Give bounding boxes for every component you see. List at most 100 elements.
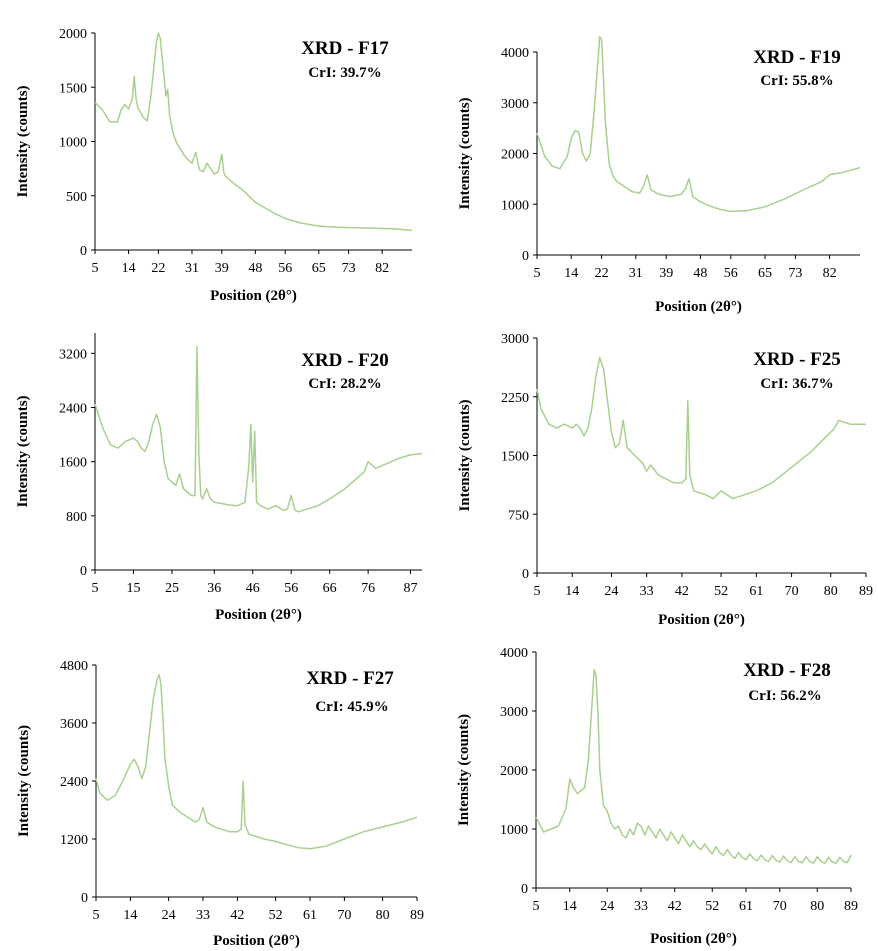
- x-tick-label: 61: [749, 584, 763, 599]
- x-tick-label: 42: [675, 584, 689, 599]
- x-tick-label: 42: [668, 899, 682, 914]
- y-axis-label: Intensity (counts): [456, 714, 472, 826]
- y-axis-label: Intensity (counts): [16, 725, 32, 837]
- x-tick-label: 5: [533, 899, 540, 914]
- x-tick-label: 87: [403, 581, 417, 596]
- chart-title: XRD - F17: [301, 38, 389, 59]
- chart-subtitle: CrI: 55.8%: [760, 73, 833, 89]
- y-tick-label: 500: [66, 190, 87, 205]
- xrd-series-line: [94, 32, 413, 232]
- xrd-series-line: [535, 668, 852, 864]
- y-tick-label: 2400: [60, 775, 88, 790]
- x-tick-label: 31: [629, 266, 643, 281]
- xrd-series-line: [536, 356, 866, 500]
- x-tick-label: 33: [196, 908, 210, 923]
- y-tick-label: 3000: [501, 97, 529, 112]
- chart-title: XRD - F28: [743, 660, 831, 681]
- x-tick-label: 76: [361, 581, 375, 596]
- y-tick-label: 1000: [501, 198, 529, 213]
- x-tick-label: 73: [788, 266, 802, 281]
- x-tick-label: 82: [375, 261, 389, 276]
- x-tick-label: 25: [165, 581, 179, 596]
- chart-panel: 0 1000 2000 3000 4000 5 14 22 31 39 48 56 65 73 82 XRD …: [457, 36, 861, 315]
- chart-title: XRD - F27: [306, 668, 394, 689]
- x-axis-label: Position (2θ°): [213, 933, 300, 949]
- chart-title: XRD - F20: [301, 350, 389, 371]
- x-tick-label: 14: [563, 899, 577, 914]
- x-tick-label: 5: [534, 584, 541, 599]
- x-tick-label: 89: [859, 584, 873, 599]
- x-tick-label: 66: [323, 581, 337, 596]
- chart-title: XRD - F25: [753, 349, 841, 370]
- x-tick-label: 61: [303, 908, 317, 923]
- x-axis-label: Position (2θ°): [210, 288, 297, 304]
- chart-subtitle: CrI: 56.2%: [748, 688, 821, 704]
- x-tick-label: 14: [122, 261, 136, 276]
- y-tick-label: 1000: [59, 136, 87, 151]
- chart-subtitle: CrI: 36.7%: [760, 376, 833, 392]
- x-tick-label: 22: [151, 261, 165, 276]
- y-tick-label: 0: [521, 882, 528, 897]
- chart-subtitle: CrI: 39.7%: [308, 65, 381, 81]
- x-tick-label: 65: [758, 266, 772, 281]
- y-tick-label: 0: [80, 244, 87, 259]
- x-tick-label: 14: [123, 908, 137, 923]
- y-tick-label: 2250: [501, 391, 529, 406]
- x-tick-label: 33: [634, 899, 648, 914]
- y-axis-label: Intensity (counts): [457, 399, 473, 511]
- x-tick-label: 70: [785, 584, 799, 599]
- chart-panel: 0 1000 2000 3000 4000 5 14 24 33 42 52 61 70 80 89 XRD …: [456, 646, 858, 947]
- y-tick-label: 4000: [500, 646, 528, 661]
- y-tick-label: 2000: [500, 764, 528, 779]
- x-tick-label: 24: [162, 908, 176, 923]
- x-tick-label: 22: [595, 266, 609, 281]
- x-tick-label: 46: [246, 581, 260, 596]
- x-tick-label: 14: [565, 584, 579, 599]
- x-tick-label: 89: [844, 899, 858, 914]
- x-tick-label: 89: [410, 908, 424, 923]
- chart-title: XRD - F19: [753, 47, 841, 68]
- x-tick-label: 80: [376, 908, 390, 923]
- x-tick-label: 24: [604, 584, 618, 599]
- x-tick-label: 80: [824, 584, 838, 599]
- chart-panel: 0 750 1500 2250 3000 5 14 24 33 42 52 61 70 80 89 XRD -…: [457, 332, 873, 628]
- x-tick-label: 70: [337, 908, 351, 923]
- x-tick-label: 36: [207, 581, 221, 596]
- y-axis-label: Intensity (counts): [15, 395, 31, 507]
- x-tick-label: 82: [823, 266, 837, 281]
- x-tick-label: 48: [693, 266, 707, 281]
- y-tick-label: 2400: [59, 401, 87, 416]
- x-tick-label: 65: [312, 261, 326, 276]
- y-tick-label: 4800: [60, 659, 88, 674]
- x-tick-label: 24: [600, 899, 614, 914]
- chart-panel: 0 1200 2400 3600 4800 5 14 24 33 42 52 61 70 80 89 XRD …: [16, 659, 424, 949]
- x-tick-label: 56: [724, 266, 738, 281]
- y-tick-label: 0: [522, 249, 529, 264]
- y-tick-label: 800: [66, 510, 87, 525]
- x-tick-label: 5: [92, 261, 99, 276]
- xrd-series-line: [94, 345, 423, 513]
- x-tick-label: 39: [659, 266, 673, 281]
- x-tick-label: 52: [714, 584, 728, 599]
- y-tick-label: 2000: [501, 148, 529, 163]
- x-tick-label: 5: [93, 908, 100, 923]
- x-tick-label: 5: [92, 581, 99, 596]
- x-tick-label: 73: [342, 261, 356, 276]
- y-tick-label: 2000: [59, 27, 87, 42]
- y-axis-label: Intensity (counts): [457, 97, 473, 209]
- x-tick-label: 15: [126, 581, 140, 596]
- y-tick-label: 3000: [501, 332, 529, 347]
- chart-subtitle: CrI: 45.9%: [315, 699, 388, 715]
- x-tick-label: 80: [810, 899, 824, 914]
- x-tick-label: 39: [215, 261, 229, 276]
- x-tick-label: 52: [705, 899, 719, 914]
- x-axis-label: Position (2θ°): [658, 612, 745, 628]
- y-tick-label: 1000: [500, 823, 528, 838]
- x-axis-label: Position (2θ°): [215, 607, 302, 623]
- x-axis-label: Position (2θ°): [650, 931, 737, 947]
- x-tick-label: 31: [185, 261, 199, 276]
- x-tick-label: 56: [284, 581, 298, 596]
- y-tick-label: 0: [81, 891, 88, 906]
- x-axis-label: Position (2θ°): [655, 299, 742, 315]
